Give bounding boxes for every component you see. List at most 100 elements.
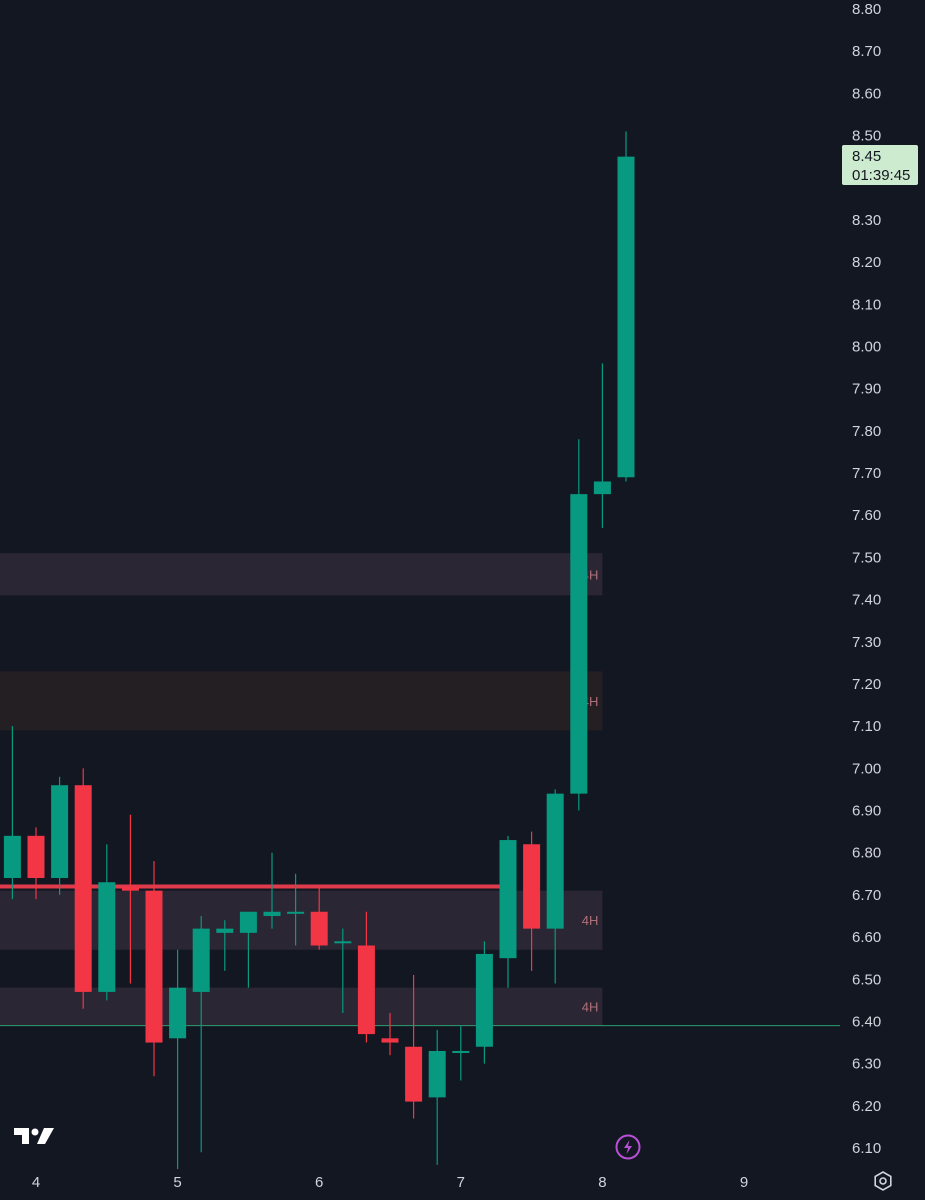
x-tick-label: 9	[740, 1174, 748, 1191]
x-tick-label: 4	[32, 1174, 40, 1191]
y-tick-label: 8.80	[852, 1, 881, 18]
candle-body	[287, 911, 305, 914]
candle-2[interactable]	[51, 776, 69, 895]
candle-body	[428, 1050, 446, 1098]
candle-body	[334, 941, 352, 944]
y-tick-label: 7.30	[852, 634, 881, 651]
candle-19[interactable]	[452, 1025, 470, 1081]
candle-7[interactable]	[169, 949, 187, 1170]
y-axis: 8.80 8.70 8.60 8.50 8.30 8.20 8.10 8.00 7.90 7.80…	[852, 1, 881, 1157]
candle-20[interactable]	[475, 941, 493, 1064]
y-tick-label: 7.50	[852, 549, 881, 566]
y-tick-label: 6.20	[852, 1098, 881, 1115]
candle-6[interactable]	[145, 861, 163, 1077]
candle-body	[617, 156, 635, 478]
candle-body	[452, 1050, 470, 1053]
candle-10[interactable]	[239, 911, 257, 988]
candle-body	[546, 793, 564, 929]
y-tick-label: 6.80	[852, 845, 881, 862]
candle-21[interactable]	[499, 835, 517, 988]
candle-13[interactable]	[310, 886, 328, 950]
candle-body	[357, 945, 375, 1035]
candle-12[interactable]	[287, 873, 305, 946]
y-tick-label: 6.70	[852, 887, 881, 904]
y-tick-label: 8.10	[852, 296, 881, 313]
candle-1[interactable]	[27, 827, 45, 900]
zone-0	[0, 553, 603, 596]
y-tick-label: 7.20	[852, 676, 881, 693]
candle-body	[27, 835, 45, 879]
candle-14[interactable]	[334, 928, 352, 1014]
y-tick-label: 6.90	[852, 803, 881, 820]
last-price-value: 8.45	[852, 148, 882, 165]
candle-8[interactable]	[192, 915, 210, 1153]
y-tick-label: 8.30	[852, 212, 881, 229]
candle-body	[310, 911, 328, 946]
candle-3[interactable]	[74, 768, 92, 1009]
candle-body	[499, 840, 517, 959]
y-tick-label: 8.60	[852, 85, 881, 102]
candle-body	[145, 890, 163, 1043]
candle-body	[51, 785, 69, 879]
lightning-bolt-icon[interactable]	[615, 1134, 641, 1160]
y-tick-label: 7.60	[852, 507, 881, 524]
candle-body	[570, 494, 588, 794]
y-tick-label: 6.30	[852, 1056, 881, 1073]
candle-4[interactable]	[98, 844, 116, 1001]
candle-body	[593, 481, 611, 495]
candle-body	[263, 911, 281, 916]
zone-1	[0, 671, 603, 731]
x-tick-label: 8	[598, 1174, 606, 1191]
y-tick-label: 8.70	[852, 43, 881, 60]
tradingview-logo-icon	[14, 1128, 54, 1144]
candles	[3, 131, 635, 1170]
y-tick-label: 7.00	[852, 760, 881, 777]
y-tick-label: 6.60	[852, 929, 881, 946]
settings-icon[interactable]	[872, 1170, 894, 1192]
y-tick-label: 7.70	[852, 465, 881, 482]
candle-body	[98, 882, 116, 992]
last-price-tag: 8.45 01:39:45	[842, 145, 918, 185]
y-tick-label: 7.10	[852, 718, 881, 735]
candle-body	[169, 987, 187, 1039]
candle-22[interactable]	[523, 831, 541, 971]
candle-25[interactable]	[593, 363, 611, 528]
candle-body	[523, 844, 541, 929]
candle-26[interactable]	[617, 131, 635, 482]
x-tick-label: 5	[173, 1174, 181, 1191]
candle-body	[475, 953, 493, 1047]
candle-11[interactable]	[263, 852, 281, 929]
candle-body	[405, 1046, 423, 1102]
x-axis: 4 5 6 7 8 9	[32, 1174, 748, 1191]
y-tick-label: 7.80	[852, 423, 881, 440]
y-tick-label: 6.40	[852, 1013, 881, 1030]
candle-body	[3, 835, 21, 879]
y-tick-label: 7.90	[852, 381, 881, 398]
candle-body	[216, 928, 234, 933]
y-tick-label: 7.40	[852, 592, 881, 609]
candle-0[interactable]	[3, 726, 21, 900]
zone-label-3: 4H	[582, 1000, 599, 1015]
zone-label-2: 4H	[582, 913, 599, 928]
y-tick-label: 6.10	[852, 1140, 881, 1157]
candle-9[interactable]	[216, 920, 234, 971]
y-tick-label: 8.20	[852, 254, 881, 271]
candle-5[interactable]	[121, 814, 139, 984]
y-tick-label: 8.50	[852, 128, 881, 145]
candle-countdown: 01:39:45	[852, 167, 911, 184]
candle-body	[121, 886, 139, 891]
x-tick-label: 7	[457, 1174, 465, 1191]
candle-24[interactable]	[570, 439, 588, 811]
candle-body	[381, 1038, 399, 1043]
y-tick-label: 8.00	[852, 338, 881, 355]
candle-body	[239, 911, 257, 933]
zone-3	[0, 987, 603, 1026]
candle-16[interactable]	[381, 1013, 399, 1056]
candle-23[interactable]	[546, 789, 564, 984]
y-tick-label: 6.50	[852, 971, 881, 988]
candle-15[interactable]	[357, 911, 375, 1043]
candle-17[interactable]	[405, 975, 423, 1119]
candle-18[interactable]	[428, 1029, 446, 1165]
candle-body	[192, 928, 210, 992]
